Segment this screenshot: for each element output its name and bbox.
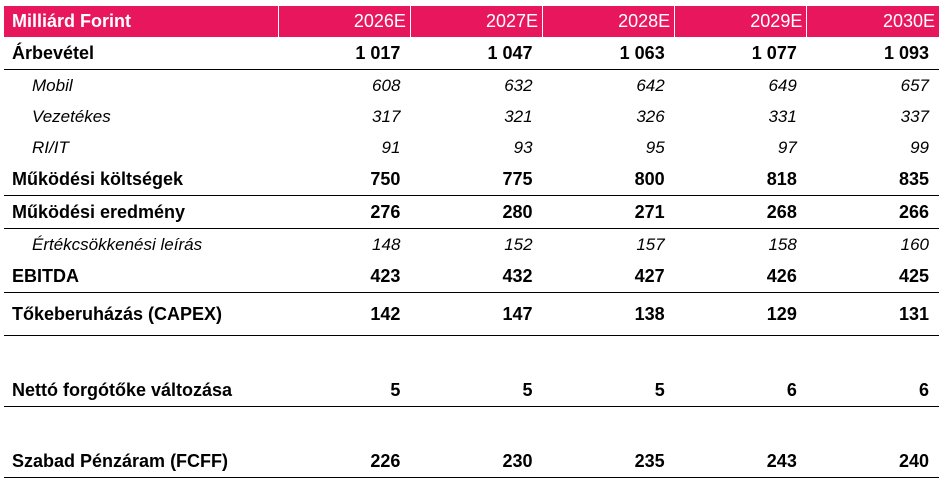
cell-value: 1 017	[278, 37, 411, 70]
row-operating-costs: Működési költségek 750 775 800 818 835	[4, 163, 939, 196]
cell-value: 91	[381, 137, 401, 157]
row-label: EBITDA	[4, 260, 279, 293]
cell-value: 131	[806, 292, 939, 336]
cell-value: 158	[768, 234, 797, 254]
cell-value: 1 093	[806, 37, 939, 70]
cell-value: 657	[900, 75, 929, 95]
cell-value: 775	[410, 163, 543, 196]
cell-value: 129	[674, 292, 807, 336]
cell-value: 425	[806, 260, 939, 293]
cell-value: 632	[504, 75, 533, 95]
cell-value: 426	[674, 260, 807, 293]
row-label: RI/IT	[32, 137, 69, 157]
header-year-2028: 2028E	[542, 6, 675, 37]
header-unit-label: Milliárd Forint	[4, 6, 279, 37]
cell-value: 750	[278, 163, 411, 196]
cell-value: 818	[674, 163, 807, 196]
row-label: Mobil	[32, 75, 73, 95]
header-year-2026: 2026E	[277, 6, 411, 37]
spacer-row	[4, 336, 939, 375]
row-revenue: Árbevétel 1 017 1 047 1 063 1 077 1 093	[4, 37, 939, 70]
cell-value: 649	[768, 75, 797, 95]
spacer-row	[4, 407, 939, 446]
cell-value: 226	[278, 445, 411, 478]
table-header-row: Milliárd Forint 2026E 2027E 2028E 2029E …	[4, 6, 939, 37]
row-label: Nettó forgótőke változása	[4, 374, 279, 407]
cell-value: 280	[410, 195, 543, 229]
cell-value: 243	[674, 445, 807, 478]
cell-value: 268	[674, 195, 807, 229]
row-si-it: RI/IT 91 93 95 97 99	[4, 132, 939, 163]
row-label: Értékcsökkenési leírás	[32, 234, 203, 254]
cell-value: 1 077	[674, 37, 807, 70]
cell-value: 147	[410, 292, 543, 336]
row-label: Működési eredmény	[4, 195, 279, 229]
header-year-2027: 2027E	[409, 6, 543, 37]
cell-value: 642	[636, 75, 665, 95]
row-fixed-line: Vezetékes 317 321 326 331 337	[4, 101, 939, 132]
cell-value: 97	[777, 137, 797, 157]
row-depreciation: Értékcsökkenési leírás 148 152 157 158 1…	[4, 229, 939, 261]
cell-value: 142	[278, 292, 411, 336]
cell-value: 835	[806, 163, 939, 196]
cell-value: 423	[278, 260, 411, 293]
header-year-2030: 2030E	[806, 6, 939, 37]
header-year-2029: 2029E	[674, 6, 807, 37]
spacer-cell	[4, 336, 939, 375]
cell-value: 148	[372, 234, 401, 254]
cell-value: 326	[636, 106, 665, 126]
row-operating-income: Működési eredmény 276 280 271 268 266	[4, 195, 939, 229]
financial-table-container: Milliárd Forint 2026E 2027E 2028E 2029E …	[4, 6, 939, 478]
row-label: Működési költségek	[4, 163, 279, 196]
cell-value: 266	[806, 195, 939, 229]
cell-value: 1 047	[410, 37, 543, 70]
cell-value: 5	[542, 374, 675, 407]
row-ebitda: EBITDA 423 432 427 426 425	[4, 260, 939, 293]
cell-value: 432	[410, 260, 543, 293]
row-mobile: Mobil 608 632 642 649 657	[4, 70, 939, 102]
row-label: Tőkeberuházás (CAPEX)	[4, 292, 279, 336]
row-label: Vezetékes	[32, 106, 111, 126]
cell-value: 276	[278, 195, 411, 229]
cell-value: 608	[372, 75, 401, 95]
cell-value: 138	[542, 292, 675, 336]
row-label: Szabad Pénzáram (FCFF)	[4, 445, 279, 478]
cell-value: 800	[542, 163, 675, 196]
cell-value: 95	[645, 137, 665, 157]
row-net-working-capital-change: Nettó forgótőke változása 5 5 5 6 6	[4, 374, 939, 407]
row-label: Árbevétel	[4, 37, 279, 70]
cell-value: 1 063	[542, 37, 675, 70]
cell-value: 160	[900, 234, 929, 254]
cell-value: 235	[542, 445, 675, 478]
cell-value: 331	[768, 106, 797, 126]
cell-value: 321	[504, 106, 533, 126]
spacer-cell	[4, 407, 939, 446]
cell-value: 5	[410, 374, 543, 407]
cell-value: 152	[504, 234, 533, 254]
cell-value: 317	[372, 106, 401, 126]
cell-value: 99	[910, 137, 929, 157]
row-capex: Tőkeberuházás (CAPEX) 142 147 138 129 13…	[4, 292, 939, 336]
cell-value: 5	[278, 374, 411, 407]
row-free-cash-flow: Szabad Pénzáram (FCFF) 226 230 235 243 2…	[4, 445, 939, 478]
cell-value: 230	[410, 445, 543, 478]
cell-value: 337	[900, 106, 929, 126]
cell-value: 6	[806, 374, 939, 407]
cell-value: 93	[513, 137, 533, 157]
cell-value: 157	[636, 234, 665, 254]
financial-projection-table: Milliárd Forint 2026E 2027E 2028E 2029E …	[4, 6, 939, 478]
cell-value: 271	[542, 195, 675, 229]
cell-value: 427	[542, 260, 675, 293]
cell-value: 240	[806, 445, 939, 478]
cell-value: 6	[674, 374, 807, 407]
